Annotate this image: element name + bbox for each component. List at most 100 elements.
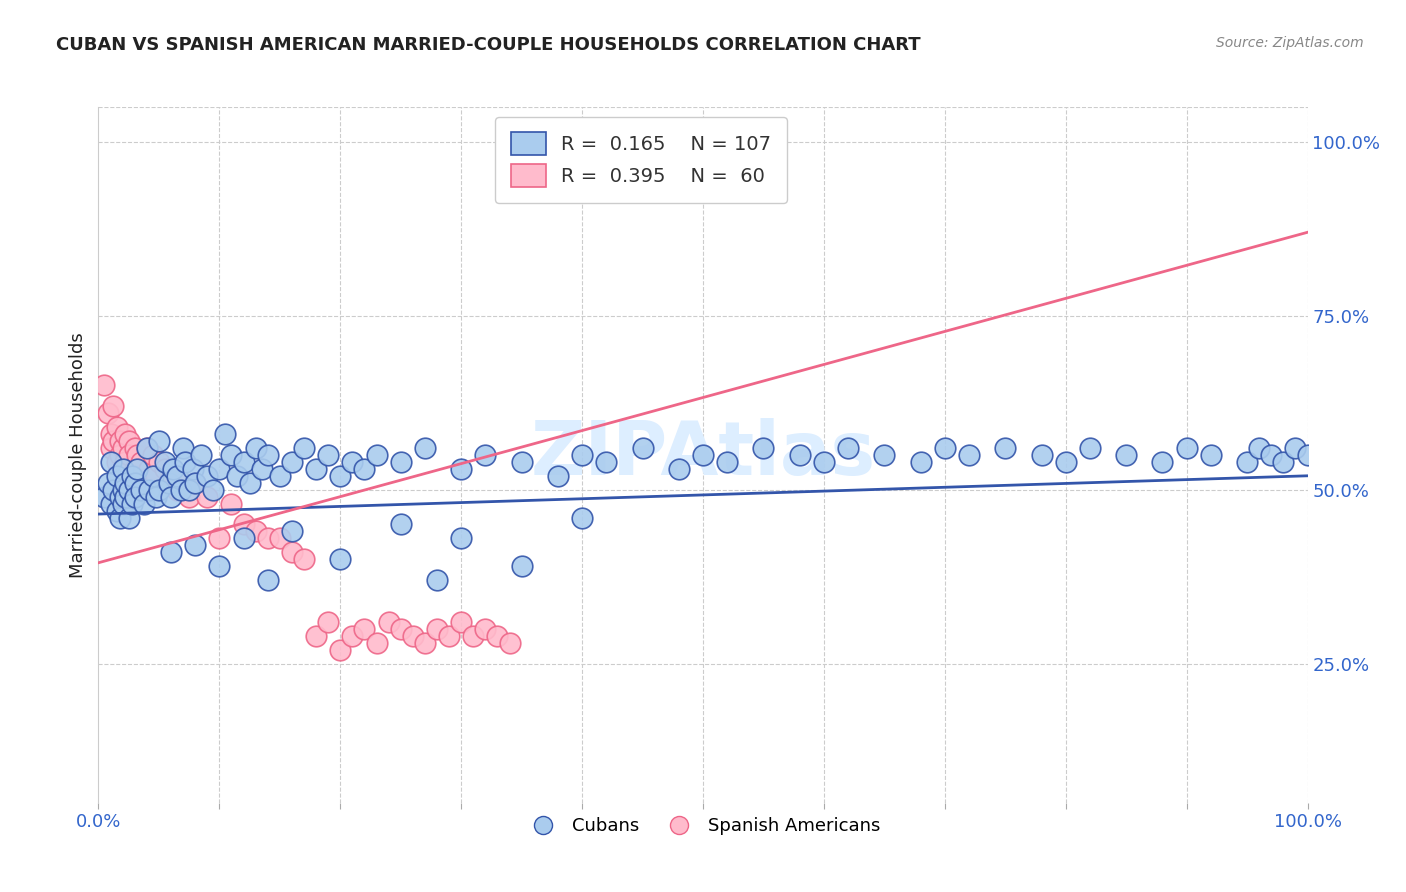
Point — [1175, 441, 1198, 455]
Point — [121, 468, 143, 483]
Point — [353, 462, 375, 476]
Point — [169, 483, 191, 497]
Point — [111, 462, 134, 476]
Point — [160, 545, 183, 559]
Point — [716, 455, 738, 469]
Point — [813, 455, 835, 469]
Point — [100, 427, 122, 442]
Point — [256, 573, 278, 587]
Point — [162, 462, 184, 476]
Point — [153, 455, 176, 469]
Point — [245, 524, 267, 539]
Point — [571, 510, 593, 524]
Point — [239, 475, 262, 490]
Point — [121, 497, 143, 511]
Point — [208, 462, 231, 476]
Point — [329, 468, 352, 483]
Point — [221, 448, 243, 462]
Point — [118, 434, 141, 448]
Point — [105, 420, 128, 434]
Point — [474, 448, 496, 462]
Point — [1031, 448, 1053, 462]
Point — [148, 434, 170, 448]
Point — [97, 406, 120, 420]
Point — [142, 448, 165, 462]
Point — [135, 441, 157, 455]
Point — [437, 629, 460, 643]
Point — [256, 532, 278, 546]
Point — [281, 524, 304, 539]
Point — [195, 468, 218, 483]
Point — [190, 448, 212, 462]
Point — [910, 455, 932, 469]
Point — [1260, 448, 1282, 462]
Point — [105, 503, 128, 517]
Point — [214, 427, 236, 442]
Point — [114, 490, 136, 504]
Point — [142, 468, 165, 483]
Point — [402, 629, 425, 643]
Point — [1296, 448, 1319, 462]
Point — [135, 441, 157, 455]
Point — [108, 468, 131, 483]
Point — [366, 448, 388, 462]
Point — [134, 475, 156, 490]
Point — [145, 468, 167, 483]
Point — [789, 448, 811, 462]
Point — [138, 483, 160, 497]
Point — [148, 483, 170, 497]
Point — [160, 468, 183, 483]
Point — [1199, 448, 1222, 462]
Legend: Cubans, Spanish Americans: Cubans, Spanish Americans — [519, 810, 887, 842]
Point — [837, 441, 859, 455]
Point — [256, 448, 278, 462]
Point — [463, 629, 485, 643]
Point — [179, 483, 201, 497]
Point — [114, 455, 136, 469]
Y-axis label: Married-couple Households: Married-couple Households — [69, 332, 87, 578]
Point — [994, 441, 1017, 455]
Point — [202, 483, 225, 497]
Point — [353, 622, 375, 636]
Point — [100, 455, 122, 469]
Point — [118, 448, 141, 462]
Point — [108, 448, 131, 462]
Point — [329, 642, 352, 657]
Point — [226, 468, 249, 483]
Point — [305, 462, 328, 476]
Point — [101, 434, 124, 448]
Point — [498, 636, 520, 650]
Point — [129, 455, 152, 469]
Point — [108, 434, 131, 448]
Point — [1236, 455, 1258, 469]
Point — [195, 490, 218, 504]
Point — [114, 427, 136, 442]
Point — [184, 475, 207, 490]
Point — [366, 636, 388, 650]
Point — [245, 441, 267, 455]
Point — [127, 462, 149, 476]
Point — [329, 552, 352, 566]
Point — [166, 468, 188, 483]
Point — [250, 462, 273, 476]
Point — [595, 455, 617, 469]
Point — [184, 538, 207, 552]
Point — [389, 517, 412, 532]
Point — [450, 462, 472, 476]
Point — [571, 448, 593, 462]
Point — [184, 475, 207, 490]
Point — [181, 462, 204, 476]
Point — [316, 615, 339, 629]
Point — [148, 455, 170, 469]
Point — [101, 399, 124, 413]
Point — [292, 552, 315, 566]
Point — [1078, 441, 1101, 455]
Point — [160, 490, 183, 504]
Point — [269, 468, 291, 483]
Point — [426, 622, 449, 636]
Point — [450, 532, 472, 546]
Point — [232, 517, 254, 532]
Point — [111, 462, 134, 476]
Point — [105, 468, 128, 483]
Point — [305, 629, 328, 643]
